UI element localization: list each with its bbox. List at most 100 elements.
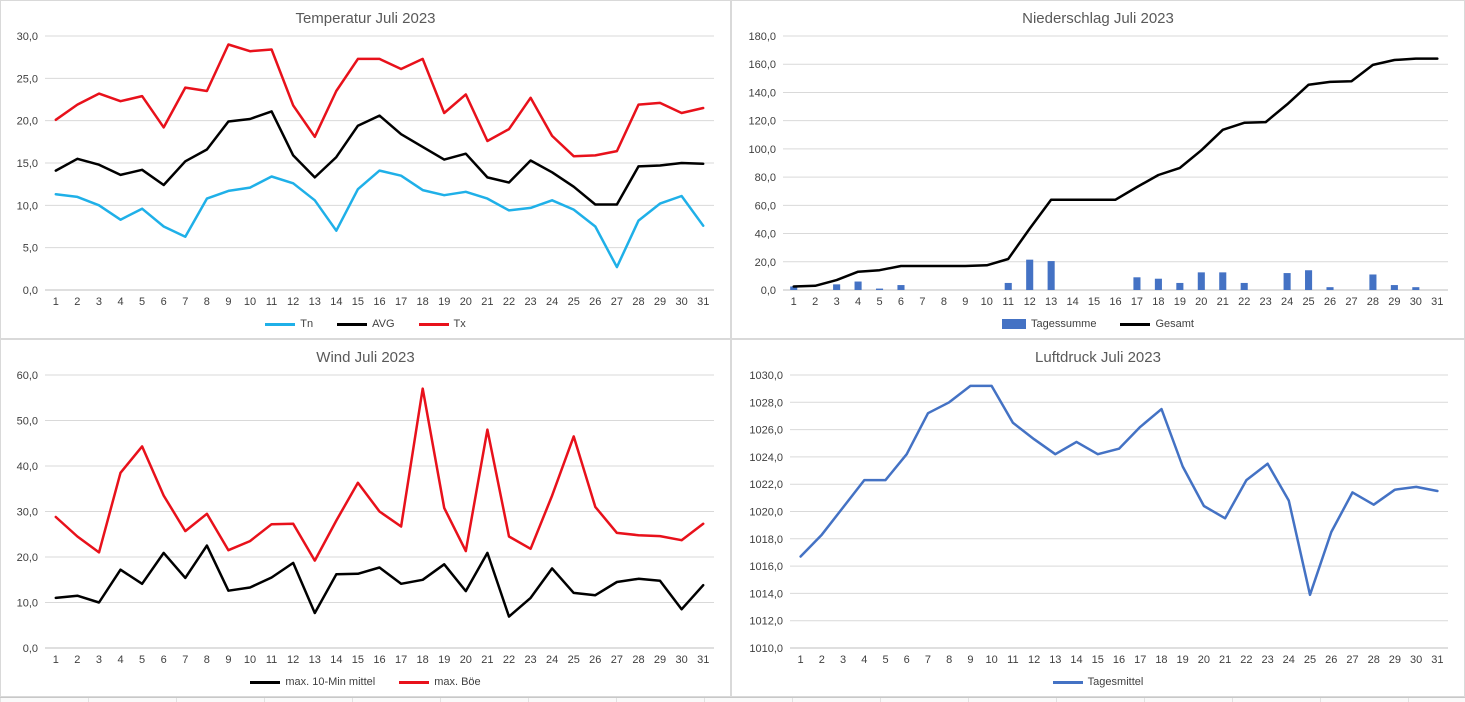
x-tick-label: 9 xyxy=(967,654,973,666)
series-line-max. 10-Min mittel xyxy=(54,544,705,618)
x-tick-label: 11 xyxy=(1003,296,1014,308)
x-tick-label: 22 xyxy=(503,654,515,666)
bar xyxy=(1390,285,1398,290)
y-tick-label: 1016,0 xyxy=(749,561,783,573)
plot-area-luftdruck: 1010,01012,01014,01016,01018,01020,01022… xyxy=(749,370,1448,666)
x-tick-label: 13 xyxy=(1049,654,1061,666)
series-line-Gesamt xyxy=(792,57,1439,288)
y-tick-label: 20,0 xyxy=(17,552,38,564)
bar xyxy=(1154,278,1162,290)
x-tick-label: 7 xyxy=(182,654,188,666)
x-tick-label: 1 xyxy=(53,654,59,666)
x-tick-label: 24 xyxy=(1283,654,1295,666)
x-tick-label: 14 xyxy=(330,296,342,308)
x-tick-label: 30 xyxy=(676,296,688,308)
y-tick-label: 20,0 xyxy=(755,257,776,269)
x-tick-label: 28 xyxy=(632,296,644,308)
x-tick-label: 22 xyxy=(503,296,515,308)
bar xyxy=(1026,259,1034,290)
legend-label: Tagesmittel xyxy=(1087,676,1144,688)
bar xyxy=(1047,261,1055,290)
x-tick-label: 20 xyxy=(1195,296,1207,308)
y-tick-label: 160,0 xyxy=(748,59,776,71)
legend-item-Tn: Tn xyxy=(265,318,313,330)
chart-title-wind: Wind Juli 2023 xyxy=(316,349,415,366)
x-tick-label: 4 xyxy=(861,654,867,666)
x-tick-label: 21 xyxy=(481,296,493,308)
y-tick-label: 50,0 xyxy=(17,416,38,428)
x-tick-label: 27 xyxy=(611,654,623,666)
plot-area-wind: 0,010,020,030,040,050,060,01 2 3 4 5 6 7 8 9 10 11… xyxy=(17,370,714,666)
bar xyxy=(1326,287,1334,290)
legend-item-max. Böe: max. Böe xyxy=(399,676,481,688)
series-line-AVG xyxy=(54,110,705,206)
y-tick-label: 60,0 xyxy=(755,200,776,212)
x-tick-label: 14 xyxy=(1070,654,1082,666)
x-tick-label: 18 xyxy=(417,296,429,308)
x-tick-label: 29 xyxy=(654,296,666,308)
x-tick-label: 30 xyxy=(1410,296,1422,308)
x-tick-label: 29 xyxy=(654,654,666,666)
x-tick-label: 20 xyxy=(460,654,472,666)
x-tick-label: 9 xyxy=(962,296,968,308)
y-tick-label: 120,0 xyxy=(748,116,776,128)
x-tick-label: 21 xyxy=(1217,296,1229,308)
x-tick-label: 9 xyxy=(225,654,231,666)
x-tick-label: 10 xyxy=(244,296,256,308)
x-tick-label: 11 xyxy=(266,296,277,308)
x-tick-label: 15 xyxy=(352,654,364,666)
x-tick-label: 3 xyxy=(834,296,840,308)
legend-label: Gesamt xyxy=(1155,318,1194,330)
y-tick-label: 1010,0 xyxy=(749,643,783,655)
series-bars-Tagessumme xyxy=(790,259,1420,290)
x-tick-label: 26 xyxy=(1325,654,1337,666)
x-tick-label: 25 xyxy=(1302,296,1314,308)
x-tick-label: 4 xyxy=(117,654,123,666)
x-tick-label: 1 xyxy=(791,296,797,308)
x-tick-label: 3 xyxy=(840,654,846,666)
legend-item-Tagesmittel: Tagesmittel xyxy=(1052,676,1144,688)
legend-line-swatch-icon xyxy=(337,322,368,326)
legend-label: Tagessumme xyxy=(1031,318,1097,330)
x-tick-label: 4 xyxy=(117,296,123,308)
y-tick-label: 30,0 xyxy=(17,31,38,43)
x-tick-label: 14 xyxy=(330,654,342,666)
x-tick-label: 2 xyxy=(812,296,818,308)
x-tick-label: 14 xyxy=(1066,296,1078,308)
x-tick-label: 15 xyxy=(352,296,364,308)
x-tick-label: 4 xyxy=(855,296,861,308)
y-tick-label: 1030,0 xyxy=(749,370,783,382)
legend-niederschlag: Tagessumme Gesamt xyxy=(732,310,1464,338)
y-tick-label: 1026,0 xyxy=(749,425,783,437)
x-tick-label: 19 xyxy=(1174,296,1186,308)
x-tick-label: 13 xyxy=(1045,296,1057,308)
x-tick-label: 31 xyxy=(697,296,709,308)
x-tick-label: 15 xyxy=(1088,296,1100,308)
x-tick-label: 13 xyxy=(309,654,321,666)
legend-bar-swatch-icon xyxy=(1002,319,1027,329)
x-tick-label: 24 xyxy=(1281,296,1293,308)
series-line-Tn xyxy=(54,169,705,269)
y-tick-label: 1020,0 xyxy=(749,507,783,519)
legend-label: max. 10-Min mittel xyxy=(285,676,376,688)
legend-line-swatch-icon xyxy=(399,680,430,684)
plot-area-niederschlag: 0,0 20,0 40,0 60,0 80,0 100,0 120,0 140,0 160,0 1… xyxy=(748,31,1448,308)
bar xyxy=(875,288,884,290)
x-tick-label: 5 xyxy=(139,296,145,308)
series-line-Tagesmittel xyxy=(799,384,1439,597)
legend-wind: max. 10-Min mittel max. Böe xyxy=(1,668,730,696)
legend-label: AVG xyxy=(372,318,395,330)
x-tick-label: 2 xyxy=(74,296,80,308)
y-tick-label: 140,0 xyxy=(748,87,776,99)
x-tick-label: 30 xyxy=(1410,654,1422,666)
x-tick-label: 11 xyxy=(1007,654,1018,666)
x-tick-label: 19 xyxy=(438,654,450,666)
x-tick-label: 7 xyxy=(925,654,931,666)
series-line-max. Böe xyxy=(54,387,705,562)
x-tick-label: 17 xyxy=(1134,654,1146,666)
plot-area-temperatur: 0,05,010,015,020,025,030,01 2 3 4 5 6 7 8 9 10 11 1… xyxy=(17,31,714,308)
legend-label: Tn xyxy=(300,318,314,330)
y-tick-label: 0,0 xyxy=(761,285,776,297)
legend-item-AVG: AVG xyxy=(337,318,395,330)
